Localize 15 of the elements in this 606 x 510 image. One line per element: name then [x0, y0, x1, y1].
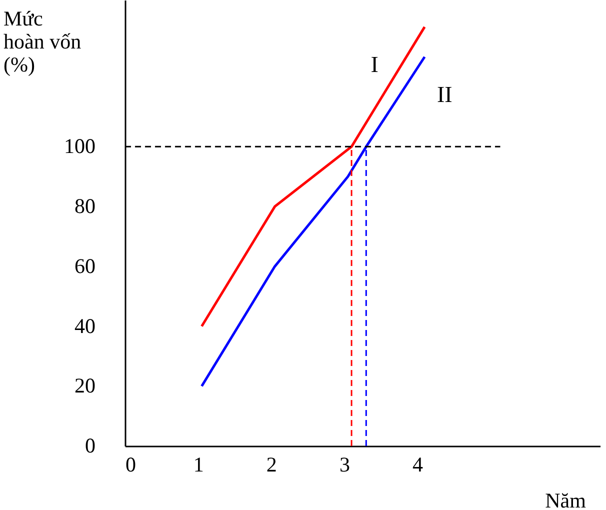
y-tick-label: 20 [74, 374, 96, 398]
series-label: II [436, 82, 452, 107]
x-tick-label: 4 [412, 452, 424, 476]
series-label: I [370, 52, 378, 77]
y-tick-label: 0 [85, 434, 96, 458]
x-tick-label: 3 [339, 452, 350, 476]
y-tick-label: 40 [74, 314, 96, 338]
y-tick-label: 80 [74, 194, 96, 218]
x-tick-label: 1 [193, 452, 204, 476]
x-tick-label: 0 [126, 452, 136, 476]
y-tick-label: 100 [64, 134, 96, 158]
x-axis-title: Năm [545, 488, 586, 510]
x-tick-label: 2 [266, 452, 277, 476]
y-axis-title: Mức hoàn vốn (%) [4, 6, 82, 76]
y-tick-label: 60 [74, 254, 96, 278]
